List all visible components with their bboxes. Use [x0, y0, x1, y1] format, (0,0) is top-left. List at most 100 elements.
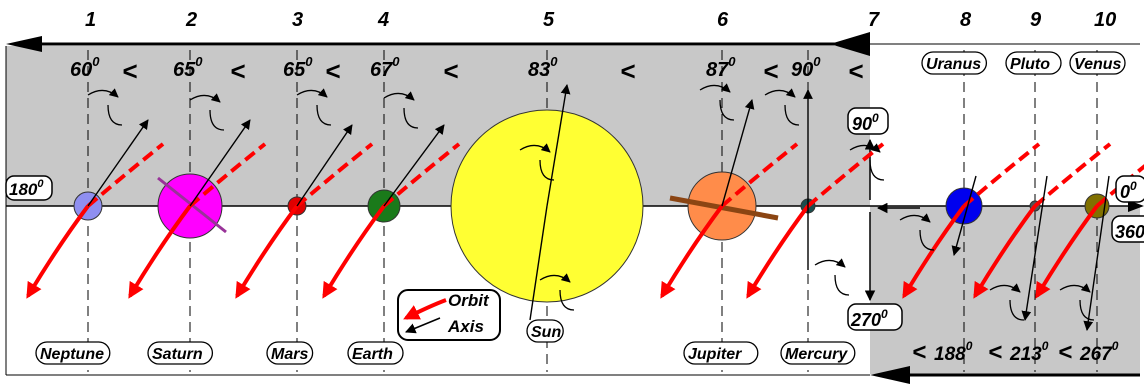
spin-curl-arrow-1: [87, 88, 119, 98]
column-number-5: 5: [543, 9, 555, 31]
column-number-8: 8: [960, 9, 972, 31]
angle-270-label: 2700: [847, 303, 903, 331]
pluto-axis-arrow: [1021, 175, 1048, 321]
spin-curl-arrow-11: [899, 213, 931, 223]
mercury-label: Mercury: [780, 341, 856, 365]
pluto-label-text: Pluto: [1010, 56, 1050, 73]
spin-curl-arrow-12: [989, 283, 1021, 293]
tilt-angle-1: 600: [70, 54, 100, 81]
pluto-orbit-dashed: [1033, 142, 1112, 208]
tilt-angle-5: 830: [528, 54, 558, 81]
spin-curl-arrow-2: [189, 93, 221, 103]
sun-label-text: Sun: [531, 324, 561, 341]
less-than-symbol-2: <: [230, 56, 245, 86]
spin-curl-hook-7: [784, 104, 800, 126]
jupiter-axis-arrow: [721, 99, 755, 207]
legend-axis-icon: [405, 317, 441, 334]
spin-curl-hook-9: [559, 289, 575, 311]
tilt-angle-3: 650: [283, 54, 313, 81]
top-direction-arrow: [6, 32, 1140, 56]
legend: Orbit Axis: [397, 289, 501, 341]
column-number-2: 2: [185, 9, 197, 31]
sun-axis-lower: [529, 205, 548, 321]
tilt-angle-7: 900: [791, 54, 821, 81]
tilt-angle-6: 870: [706, 54, 736, 81]
uranus-orbit-arrow: [902, 204, 966, 299]
jupiter-orbit-dashed: [720, 142, 799, 208]
neptune-orbit-dashed: [86, 142, 165, 208]
jupiter-label-text: Jupiter: [688, 346, 742, 363]
pluto-label: Pluto: [1005, 51, 1062, 75]
spin-curl-arrow-3: [296, 88, 328, 98]
bottom-angle-3: 2670: [1079, 339, 1119, 365]
angle-0-label: 00: [1115, 175, 1144, 203]
less-than-symbol-5: <: [620, 56, 635, 86]
less-than-symbol-7: <: [848, 56, 863, 86]
legend-axis-label: Axis: [447, 317, 484, 336]
spin-curl-arrow-9: [539, 273, 571, 283]
jupiter-orbit-arrow: [660, 204, 724, 299]
column-number-4: 4: [377, 9, 389, 31]
less-than-symbol-bottom-3: <: [1058, 339, 1072, 366]
svg-text:00: 00: [1120, 179, 1137, 202]
less-than-symbol-6: <: [763, 56, 778, 86]
venus-label: Venus: [1069, 51, 1126, 75]
column-number-10: 10: [1094, 9, 1116, 31]
legend-orbit-icon: [403, 298, 447, 320]
angle-90-value: 90: [852, 114, 872, 134]
venus-axis-arrow: [1083, 175, 1110, 331]
jupiter-ring: [669, 195, 779, 221]
spin-curl-arrow-13: [1059, 283, 1091, 293]
earth-orbit-arrow: [322, 204, 386, 299]
ecliptic-arrowhead: [1128, 200, 1144, 212]
earth-orbit-dashed: [382, 142, 461, 208]
column-number-7: 7: [868, 9, 880, 31]
bottom-direction-arrow: [6, 366, 1140, 384]
mars-label-text: Mars: [271, 346, 308, 363]
spin-curl-arrow-6: [699, 83, 731, 93]
spin-curl-arrow-8: [849, 143, 881, 153]
spin-curl-arrow-4: [383, 91, 415, 101]
saturn-label: Saturn: [147, 341, 214, 365]
less-than-symbol-3: <: [325, 56, 340, 86]
bottom-angle-1: 1880: [934, 339, 973, 365]
sun-label: Sun: [526, 319, 564, 343]
tilt-angle-4: 670: [370, 54, 400, 81]
column-number-6: 6: [717, 9, 729, 31]
tilt-angle-2: 650: [173, 54, 203, 81]
spin-curl-hook-10: [834, 274, 850, 296]
jupiter-label: Jupiter: [683, 341, 759, 365]
mercury-label-text: Mercury: [785, 346, 848, 363]
spin-curl-arrow-7: [764, 88, 796, 98]
bottom-angle-2: 2130: [1009, 339, 1049, 365]
uranus-label: Uranus: [921, 51, 988, 75]
mercury-orbit-arrow: [746, 204, 810, 299]
neptune-orbit-arrow: [26, 204, 90, 299]
spin-curl-arrow-10: [814, 258, 846, 268]
mercury-orbit-dashed: [806, 142, 885, 208]
spin-curl-hook-3: [316, 104, 332, 126]
spin-curl-hook-11: [919, 229, 935, 251]
spin-curl-hook-4: [403, 107, 419, 129]
angle-360-label: 3600: [1111, 215, 1144, 243]
uranus-label-text: Uranus: [926, 56, 981, 73]
earth-label: Earth: [347, 341, 404, 365]
sun-axis-arrow: [546, 84, 571, 207]
saturn-orbit-arrow: [128, 204, 192, 299]
svg-text:900: 900: [852, 111, 879, 134]
spin-curl-hook-2: [209, 109, 225, 131]
mars-orbit-dashed: [295, 142, 374, 208]
saturn-label-text: Saturn: [152, 346, 203, 363]
spin-curl-hook-5: [539, 159, 555, 181]
uranus-orbit-dashed: [962, 142, 1041, 208]
venus-orbit-arrow: [1035, 204, 1099, 299]
svg-text:3600: 3600: [1115, 219, 1144, 242]
earth-label-text: Earth: [352, 346, 393, 363]
spin-curl-hook-13: [1079, 299, 1095, 321]
saturn-axis-arrow: [189, 119, 251, 207]
column-number-1: 1: [85, 9, 96, 31]
saturn-orbit-dashed: [188, 142, 267, 208]
mars-axis-arrow: [296, 124, 353, 207]
spin-curl-arrow-5: [519, 143, 551, 153]
